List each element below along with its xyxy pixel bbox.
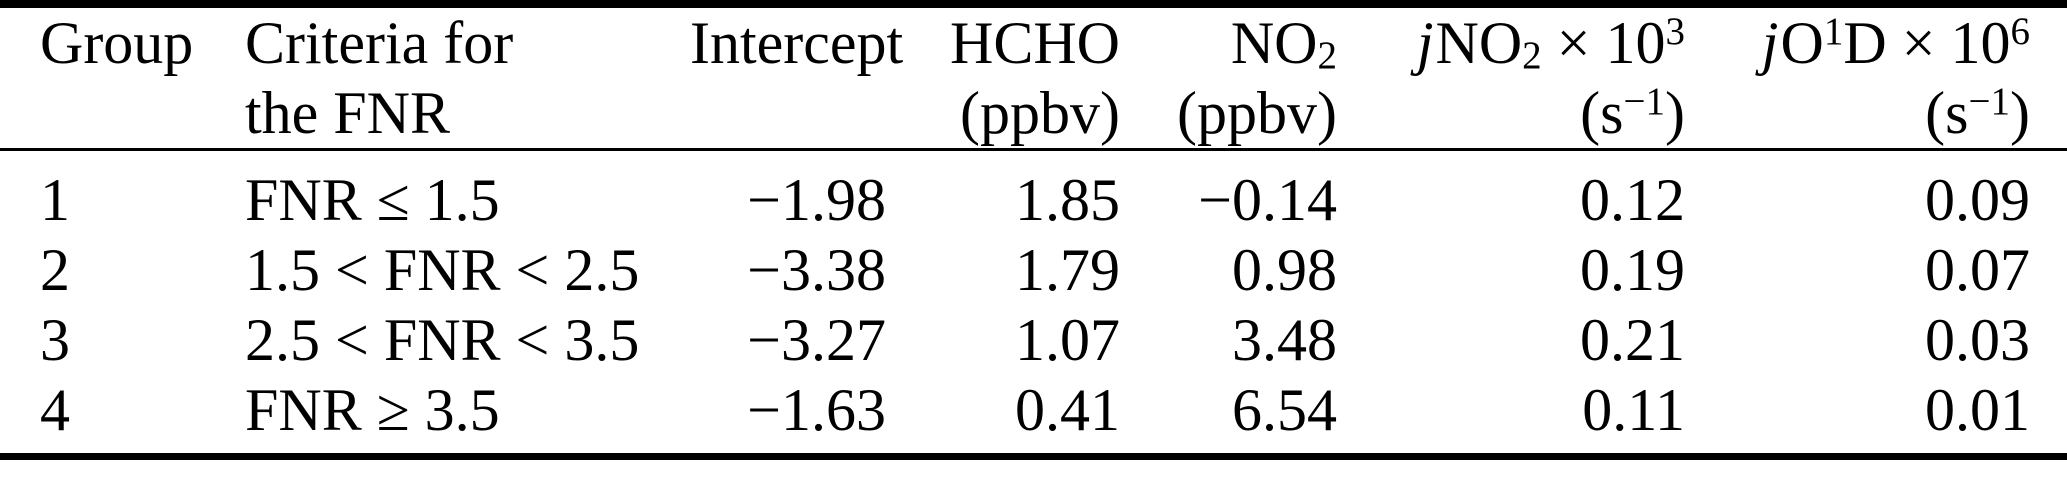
table-row: 3 2.5 < FNR < 3.5 −3.27 1.07 3.48 0.21 0… (0, 305, 2067, 375)
cell-jo1d: 0.07 (1925, 237, 2030, 303)
cell-hcho: 1.85 (1015, 167, 1120, 233)
photolysis-j-symbol: j (1416, 10, 1434, 76)
chem-symbol: D (1843, 10, 1887, 76)
header-unit: (s−1) (1337, 78, 1685, 148)
superscript: 1 (1823, 9, 1844, 53)
exponent: 6 (2010, 9, 2031, 53)
unit-exponent: −1 (1968, 79, 2011, 123)
cell-intercept: −1.63 (747, 377, 886, 443)
cell-jno2: 0.11 (1582, 377, 1685, 443)
header-line1: jO1D × 106 (1685, 8, 2030, 78)
header-line1: Criteria for (245, 10, 514, 76)
cell-intercept: −3.27 (747, 307, 886, 373)
col-header-jo1d: jO1D × 106 (s−1) (1685, 4, 2067, 151)
header-row: Group Criteria for the FNR Intercept HCH… (0, 4, 2067, 151)
col-header-hcho: HCHO (ppbv) (886, 4, 1120, 151)
cell-group: 3 (40, 307, 70, 373)
header-line2: the FNR (245, 80, 451, 146)
cell-intercept: −3.38 (747, 237, 886, 303)
header-unit: (s−1) (1685, 78, 2030, 148)
unit-exponent: −1 (1623, 79, 1666, 123)
fnr-groups-table: Group Criteria for the FNR Intercept HCH… (0, 0, 2067, 460)
header-unit: (ppbv) (960, 80, 1120, 146)
col-header-criteria: Criteria for the FNR (245, 4, 690, 151)
times-factor: × 10 (1886, 10, 2011, 76)
subscript: 2 (1317, 34, 1338, 78)
cell-no2: 6.54 (1232, 377, 1337, 443)
cell-hcho: 1.79 (1015, 237, 1120, 303)
cell-criteria: 2.5 < FNR < 3.5 (245, 307, 640, 373)
cell-criteria: 1.5 < FNR < 2.5 (245, 237, 640, 303)
cell-hcho: 1.07 (1015, 307, 1120, 373)
cell-intercept: −1.98 (747, 167, 886, 233)
col-header-jno2: jNO2 × 103 (s−1) (1337, 4, 1685, 151)
cell-criteria: FNR ≥ 3.5 (245, 377, 500, 443)
cell-jno2: 0.19 (1580, 237, 1685, 303)
col-header-intercept: Intercept (690, 4, 904, 151)
chem-symbol: NO (1230, 10, 1318, 76)
header-line1: HCHO (949, 10, 1120, 76)
photolysis-j-symbol: j (1761, 10, 1779, 76)
cell-hcho: 0.41 (1015, 377, 1120, 443)
table-body: 1 FNR ≤ 1.5 −1.98 1.85 −0.14 0.12 0.09 2… (0, 150, 2067, 457)
cell-jo1d: 0.09 (1925, 167, 2030, 233)
chem-symbol: O (1780, 10, 1824, 76)
cell-jo1d: 0.03 (1925, 307, 2030, 373)
table-row: 4 FNR ≥ 3.5 −1.63 0.41 6.54 0.11 0.01 (0, 375, 2067, 457)
header-line1: Intercept (690, 10, 904, 76)
header-line1: jNO2 × 103 (1337, 8, 1685, 78)
cell-group: 1 (40, 167, 70, 233)
subscript: 2 (1522, 34, 1542, 78)
unit-open: (s (1925, 80, 1969, 146)
exponent: 3 (1665, 9, 1686, 53)
cell-criteria: FNR ≤ 1.5 (245, 167, 500, 233)
col-header-no2: NO2 (ppbv) (1120, 4, 1337, 151)
header-line1: Group (40, 10, 194, 76)
col-header-group: Group (0, 4, 245, 151)
times-factor: × 10 (1541, 10, 1666, 76)
table-row: 2 1.5 < FNR < 2.5 −3.38 1.79 0.98 0.19 0… (0, 235, 2067, 305)
cell-no2: −0.14 (1198, 167, 1337, 233)
cell-jno2: 0.21 (1580, 307, 1685, 373)
cell-no2: 3.48 (1232, 307, 1337, 373)
unit-close: ) (1665, 80, 1685, 146)
cell-group: 4 (40, 377, 70, 443)
cell-group: 2 (40, 237, 70, 303)
header-unit: (ppbv) (1177, 80, 1337, 146)
header-line1: NO2 (1120, 8, 1337, 78)
chem-symbol: NO (1435, 10, 1523, 76)
table-row: 1 FNR ≤ 1.5 −1.98 1.85 −0.14 0.12 0.09 (0, 150, 2067, 236)
cell-jo1d: 0.01 (1925, 377, 2030, 443)
unit-open: (s (1580, 80, 1624, 146)
cell-jno2: 0.12 (1580, 167, 1685, 233)
cell-no2: 0.98 (1232, 237, 1337, 303)
table-header: Group Criteria for the FNR Intercept HCH… (0, 4, 2067, 151)
unit-close: ) (2010, 80, 2030, 146)
